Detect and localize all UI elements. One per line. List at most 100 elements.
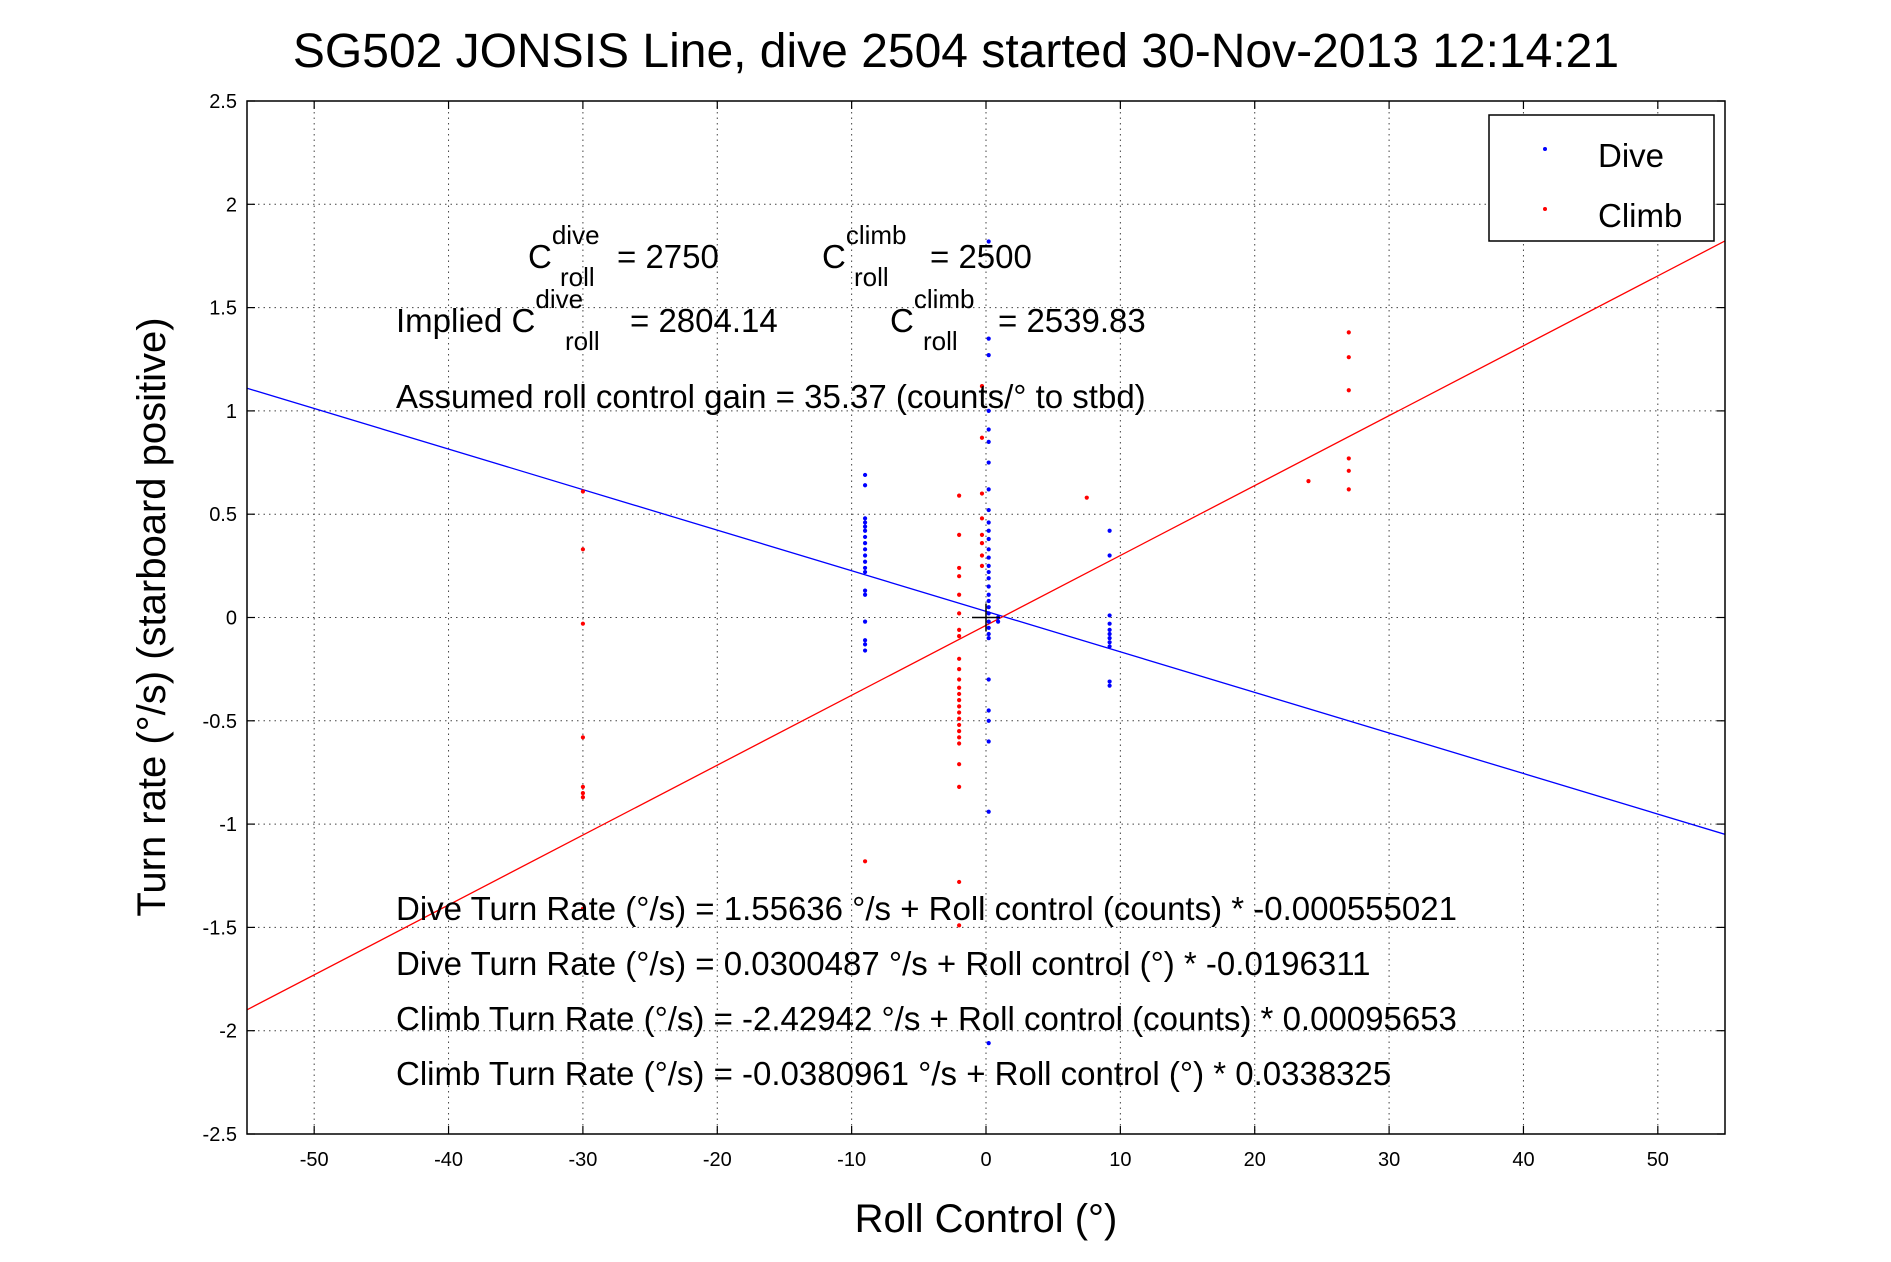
data-points: [580, 239, 1351, 1046]
dive-fit-degrees-equation: Dive Turn Rate (°/s) = 0.0300487 °/s + R…: [396, 945, 1370, 982]
dive-point: [862, 483, 868, 488]
implied-c-roll-climb-subscript: roll: [923, 326, 958, 356]
dive-point: [986, 520, 991, 525]
axes-box: [246, 100, 1726, 1135]
climb-point: [580, 784, 586, 790]
y-tick-label: 0.5: [209, 504, 237, 526]
dive-point: [862, 541, 868, 546]
dive-point: [986, 1040, 991, 1046]
climb-point: [1346, 468, 1351, 473]
dive-point: [862, 516, 868, 521]
implied-c-roll-climb-base: C: [890, 302, 914, 339]
climb-point: [1346, 456, 1351, 461]
climb-point: [1346, 487, 1351, 492]
dive-point: [862, 648, 868, 653]
implied-c-roll-dive-prefix: Implied C: [396, 302, 535, 339]
implied-c-roll-dive-subscript: roll: [565, 326, 600, 356]
legend: Dive Climb: [1488, 114, 1715, 242]
dive-point: [986, 611, 991, 616]
dive-point: [1107, 679, 1112, 684]
implied-c-roll-climb-value: = 2539.83: [998, 302, 1146, 339]
y-axis-label: Turn rate (°/s) (starboard positive): [130, 317, 174, 916]
x-tick-label: 40: [1512, 1149, 1534, 1171]
climb-point: [580, 489, 586, 494]
climb-point: [862, 859, 868, 864]
climb-point: [957, 762, 962, 767]
climb-point: [580, 791, 586, 796]
dive-point: [986, 625, 991, 630]
climb-fit-degrees-equation: Climb Turn Rate (°/s) = -0.0380961 °/s +…: [396, 1055, 1391, 1092]
c-roll-dive-superscript: dive: [552, 220, 600, 250]
dive-point: [986, 718, 991, 723]
dive-point: [862, 565, 868, 571]
roll-control-gain-text: Assumed roll control gain = 35.37 (count…: [396, 378, 1146, 415]
dive-point: [986, 631, 991, 637]
dive-point: [862, 547, 868, 552]
dive-point: [986, 598, 991, 604]
climb-point: [957, 685, 962, 690]
climb-fit-counts-equation: Climb Turn Rate (°/s) = -2.42942 °/s + R…: [396, 1000, 1457, 1037]
x-tick-label: 0: [980, 1149, 991, 1171]
dive-point: [986, 636, 991, 641]
climb-point: [957, 611, 962, 616]
dive-point: [986, 563, 991, 568]
y-tick-label: 2.5: [209, 91, 237, 113]
implied-c-roll-dive-value: = 2804.14: [630, 302, 778, 339]
climb-point: [979, 563, 985, 568]
plot-area: [246, 100, 1726, 1135]
climb-point: [957, 493, 962, 498]
climb-point: [580, 621, 586, 626]
dive-point: [986, 592, 991, 597]
climb-point: [580, 547, 586, 552]
dive-point: [986, 547, 991, 552]
climb-point: [957, 677, 962, 682]
x-tick-label: -30: [568, 1149, 597, 1171]
dive-point: [986, 528, 991, 533]
implied-c-roll-climb-label: Cclimb: [890, 284, 975, 339]
climb-point: [957, 716, 962, 721]
dive-point: [986, 584, 991, 589]
dive-point: [1107, 528, 1112, 533]
implied-c-roll-dive-label: Implied Cdive: [396, 284, 583, 339]
dive-point: [1107, 683, 1112, 688]
dive-point: [862, 619, 868, 624]
dive-point: [986, 677, 991, 682]
climb-point: [957, 656, 962, 661]
dive-point: [986, 739, 991, 744]
climb-point: [979, 553, 985, 558]
dive-point: [986, 487, 991, 492]
climb-point: [1346, 330, 1351, 335]
dive-point: [862, 638, 868, 643]
climb-point: [979, 491, 985, 496]
c-roll-dive-value: = 2750: [617, 238, 719, 275]
dive-point: [1107, 636, 1112, 641]
climb-point: [979, 516, 985, 521]
dive-fit-counts-equation: Dive Turn Rate (°/s) = 1.55636 °/s + Rol…: [396, 890, 1457, 927]
origin-marker: [972, 603, 1000, 632]
climb-point: [1346, 355, 1351, 360]
x-tick-label: 30: [1378, 1149, 1400, 1171]
y-tick-label: -1.5: [203, 917, 237, 939]
dive-point: [862, 520, 868, 525]
x-tick-labels: -50 -40 -30 -20 -10 0 10 20 30 40 50: [300, 1149, 1669, 1171]
legend-label-climb: Climb: [1598, 197, 1682, 234]
dive-point: [862, 524, 868, 529]
y-tick-label: 1.5: [209, 298, 237, 320]
dive-point: [995, 619, 1001, 624]
dive-point: [1107, 627, 1112, 632]
dive-point: [1107, 553, 1112, 558]
c-roll-climb-subscript: roll: [854, 262, 889, 292]
x-axis-label: Roll Control (°): [855, 1197, 1118, 1241]
climb-point: [957, 735, 962, 740]
legend-label-dive: Dive: [1598, 137, 1664, 174]
climb-point: [957, 784, 962, 790]
dive-point: [986, 708, 991, 713]
dive-point: [1107, 640, 1112, 645]
dive-point: [862, 642, 868, 647]
x-tick-label: -10: [837, 1149, 866, 1171]
c-roll-climb-superscript: climb: [846, 220, 907, 250]
dive-point: [1107, 621, 1112, 626]
dive-point: [862, 588, 868, 593]
dive-point: [986, 427, 991, 432]
